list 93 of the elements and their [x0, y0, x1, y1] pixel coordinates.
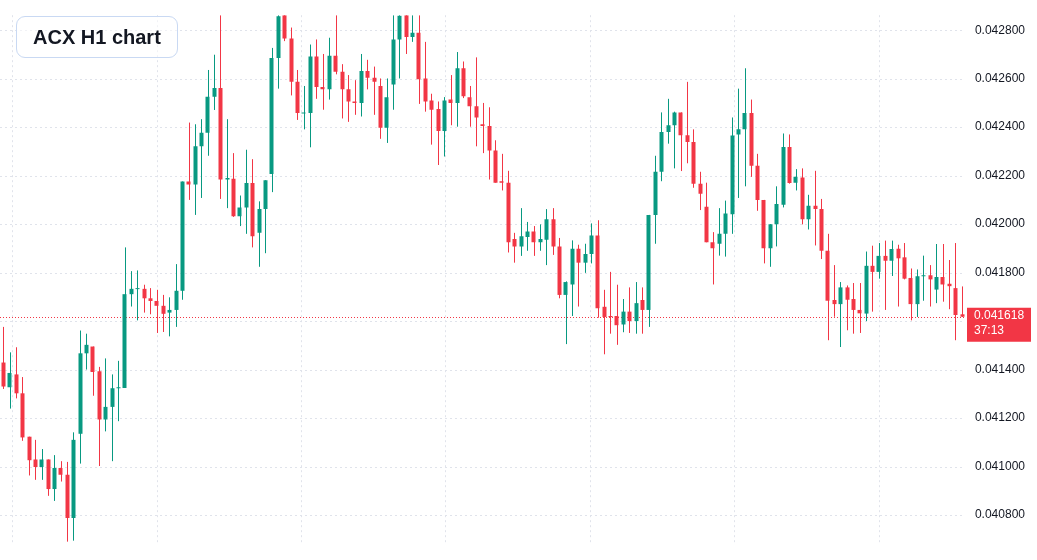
candlestick [110, 373, 115, 462]
candlestick [346, 74, 351, 123]
candlestick [940, 243, 945, 303]
candlestick [84, 333, 89, 371]
text: ACX H1 chart [16, 16, 178, 58]
candlestick [806, 194, 811, 230]
ref-line-label: 0.041618 [974, 308, 1025, 323]
candlestick [589, 222, 594, 264]
candlestick [531, 225, 536, 257]
candlestick [698, 171, 703, 211]
candlestick [58, 460, 63, 483]
candlestick [710, 231, 715, 285]
candlestick [397, 15, 402, 79]
candlestick [352, 79, 357, 116]
candlestick [576, 244, 581, 308]
candlestick [129, 270, 134, 308]
candlestick [410, 15, 415, 43]
candlestick [474, 56, 479, 147]
candlestick [563, 280, 568, 345]
candlestick [742, 67, 747, 187]
candlestick [685, 81, 690, 164]
candlestick [257, 200, 262, 268]
candlestick [921, 255, 926, 302]
candlestick [365, 59, 370, 90]
candlestick [7, 351, 12, 410]
candlestick [436, 100, 441, 166]
candlestick [678, 111, 683, 172]
y-tick-label: 0.042600 [974, 71, 1026, 86]
y-tick-label: 0.040800 [974, 507, 1026, 522]
candlestick [634, 281, 639, 335]
candlestick [934, 243, 939, 304]
candlestick [1, 326, 6, 390]
y-tick-label: 0.042800 [974, 22, 1026, 37]
candlestick [14, 346, 19, 399]
candlestick [404, 15, 409, 55]
candlestick [467, 85, 472, 128]
candlestick [340, 63, 345, 119]
candlestick [103, 357, 108, 432]
candlestick [793, 168, 798, 191]
candlestick [717, 207, 722, 257]
candlestick [174, 263, 179, 328]
candlestick [142, 284, 147, 314]
y-tick-label: 0.041400 [974, 361, 1026, 376]
candlestick [301, 85, 306, 130]
candlestick [225, 118, 230, 209]
candlestick [186, 122, 191, 201]
candlestick [33, 439, 38, 481]
y-tick-label: 0.041000 [974, 458, 1026, 473]
candlestick [666, 98, 671, 145]
candlestick [736, 88, 741, 199]
candlestick [499, 153, 504, 191]
candlestick [212, 54, 217, 111]
candlestick [199, 118, 204, 199]
candlestick [883, 240, 888, 311]
candlestick [768, 223, 773, 268]
y-tick-label: 0.042000 [974, 216, 1026, 231]
candlestick [116, 360, 121, 422]
candlestick [774, 185, 779, 247]
candlestick [148, 287, 153, 315]
candlestick [512, 232, 517, 264]
candlestick [429, 93, 434, 146]
y-tick-label: 0.041800 [974, 264, 1026, 279]
candlestick [583, 243, 588, 274]
candlestick [480, 102, 485, 154]
candlestick [672, 111, 677, 169]
candlestick [135, 269, 140, 321]
candlestick [27, 436, 32, 476]
candlestick [237, 195, 242, 227]
candlestick [519, 207, 524, 257]
candlestick [838, 281, 843, 348]
y-tick-label: 0.041200 [974, 410, 1026, 425]
y-tick-label: 0.042200 [974, 167, 1026, 182]
candlestick [167, 296, 172, 337]
candlestick [333, 15, 338, 75]
candlestick [870, 245, 875, 313]
candlestick [640, 286, 645, 335]
candlestick [544, 208, 549, 266]
candlestick [928, 264, 933, 308]
candlestick [39, 448, 44, 481]
text: 37:13 [974, 323, 1005, 338]
candlestick [902, 242, 907, 280]
candlestick [372, 66, 377, 116]
candlestick [621, 298, 626, 333]
y-tick-label: 0.042400 [974, 119, 1026, 134]
candlestick [52, 454, 57, 502]
candlestick [423, 41, 428, 113]
candlestick [896, 244, 901, 308]
candlestick [889, 240, 894, 277]
candlestick [723, 200, 728, 258]
candlestick [282, 15, 287, 42]
candlestick [614, 284, 619, 346]
candlestick [876, 242, 881, 280]
candlestick [525, 221, 530, 252]
